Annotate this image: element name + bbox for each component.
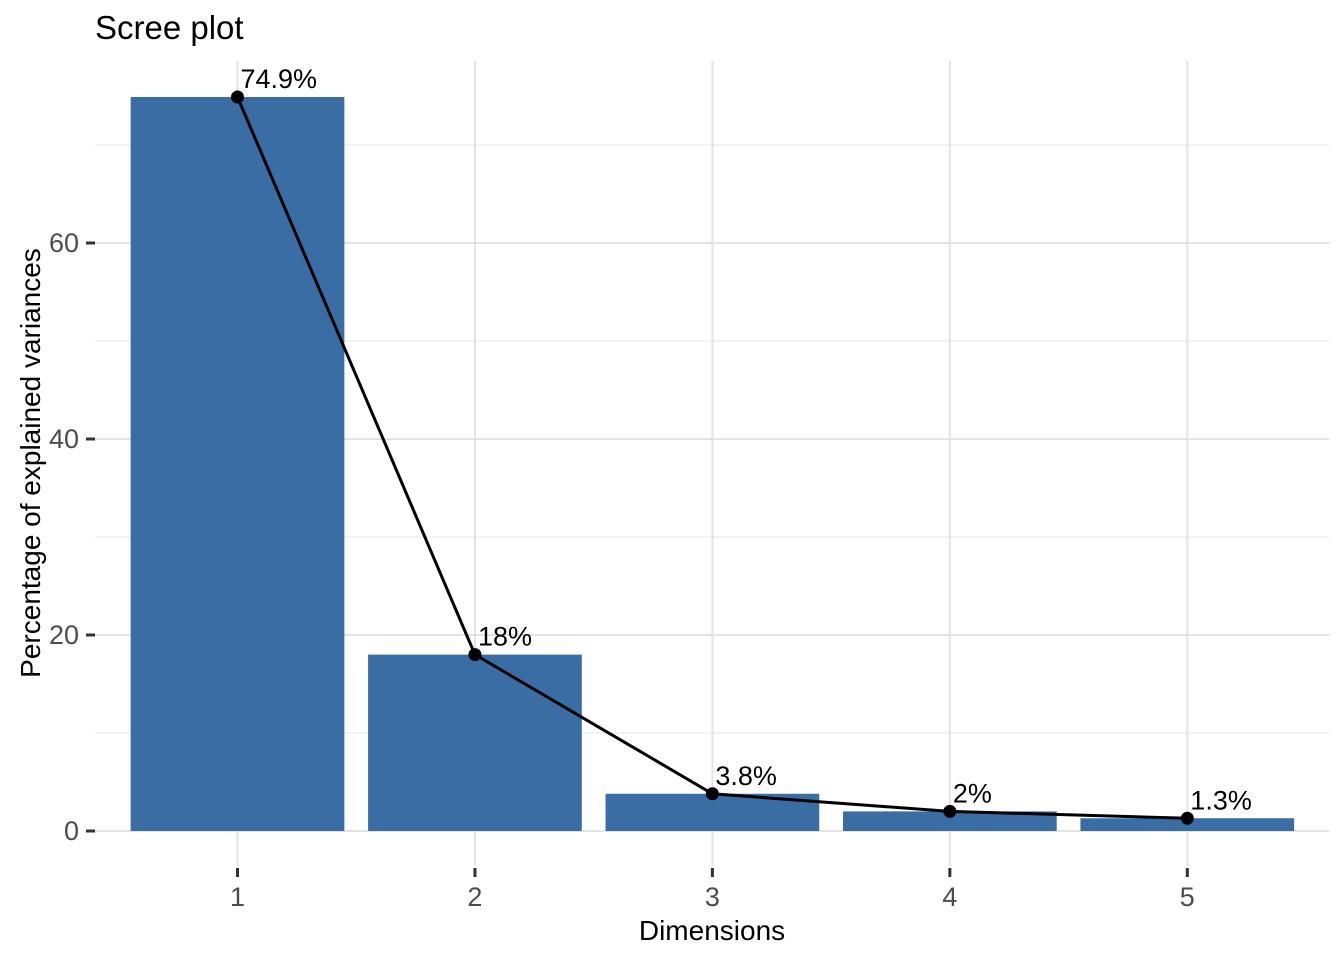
point-label-dim-3: 3.8% xyxy=(715,761,777,791)
point-label-dim-1: 74.9% xyxy=(241,64,318,94)
point-dim-1 xyxy=(231,90,244,104)
point-label-dim-5: 1.3% xyxy=(1190,785,1252,815)
bar-dim-1 xyxy=(130,96,345,832)
x-tick-label-2: 2 xyxy=(467,882,482,912)
point-dim-2 xyxy=(468,648,482,662)
point-dim-3 xyxy=(705,787,719,801)
chart-title: Scree plot xyxy=(95,9,244,46)
bar-dim-2 xyxy=(368,654,582,831)
x-tick-label-4: 4 xyxy=(942,882,957,912)
point-label-dim-4: 2% xyxy=(953,778,992,808)
y-tick-label-40: 40 xyxy=(49,424,79,454)
y-tick-label-20: 20 xyxy=(49,620,79,650)
x-tick-label-3: 3 xyxy=(705,882,720,912)
x-tick-label-1: 1 xyxy=(230,882,245,912)
y-axis-title: Percentage of explained variances xyxy=(15,248,46,678)
point-dim-4 xyxy=(943,804,957,818)
point-dim-5 xyxy=(1180,811,1194,825)
x-axis-title: Dimensions xyxy=(638,915,786,946)
x-tick-label-5: 5 xyxy=(1180,882,1195,912)
y-tick-label-60: 60 xyxy=(49,228,79,258)
y-tick-label-0: 0 xyxy=(64,816,79,846)
point-label-dim-2: 18% xyxy=(478,622,532,652)
bar-dim-4 xyxy=(843,811,1057,831)
